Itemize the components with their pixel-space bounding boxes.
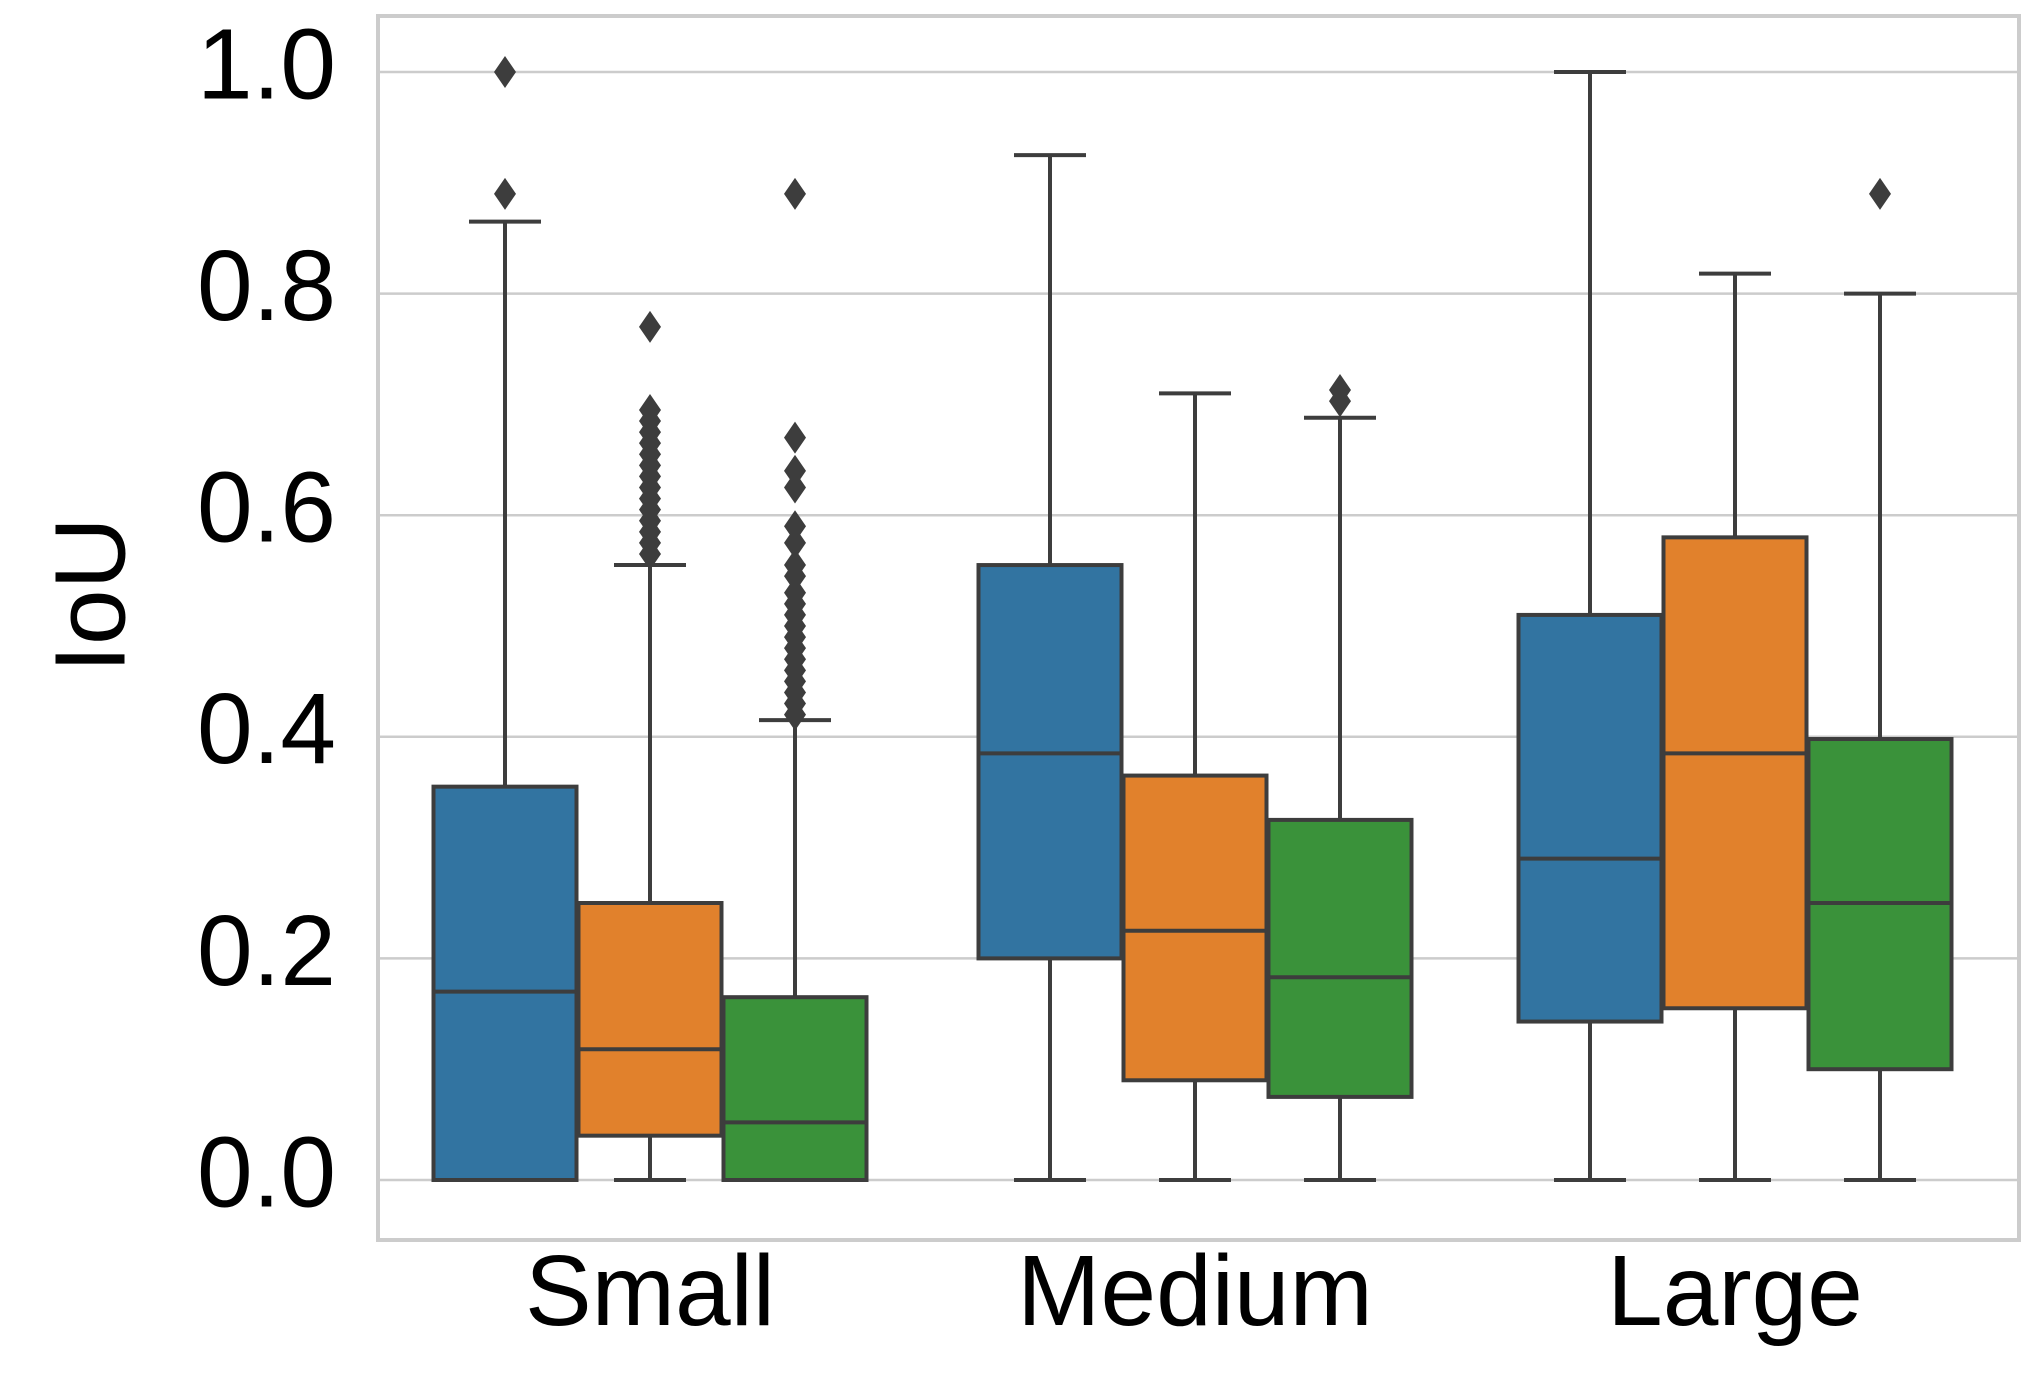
outlier-point bbox=[784, 510, 806, 543]
box-iqr bbox=[1516, 612, 1664, 1024]
y-tick-label: 0.8 bbox=[197, 230, 336, 342]
outlier-point bbox=[1869, 177, 1891, 210]
outlier-point bbox=[639, 393, 661, 426]
box-iqr bbox=[576, 901, 724, 1138]
y-tick-label: 0.4 bbox=[197, 673, 336, 785]
outlier-point bbox=[784, 421, 806, 454]
box-large-3 bbox=[1806, 177, 1954, 1182]
outlier-point bbox=[1329, 373, 1351, 406]
y-tick-labels: 0.0 0.2 0.4 0.6 0.8 1.0 bbox=[197, 8, 336, 1228]
box-iqr bbox=[1661, 535, 1809, 1011]
plot-frame bbox=[376, 14, 2021, 1242]
box-large-2 bbox=[1661, 271, 1809, 1182]
box-medium-3 bbox=[1266, 373, 1414, 1182]
outlier-point bbox=[494, 56, 516, 88]
outlier-point bbox=[784, 454, 806, 487]
box-medium-1 bbox=[976, 153, 1124, 1182]
outlier-point bbox=[784, 549, 806, 582]
box-large-1 bbox=[1516, 70, 1664, 1182]
box-iqr bbox=[721, 995, 869, 1182]
y-tick-label: 0.2 bbox=[197, 895, 336, 1007]
x-tick-label: Small bbox=[525, 1235, 775, 1347]
box-small-2 bbox=[576, 310, 724, 1182]
y-tick-label: 0.6 bbox=[197, 452, 336, 564]
outlier-point bbox=[784, 177, 806, 210]
box-iqr bbox=[1121, 773, 1269, 1083]
outlier-point bbox=[639, 310, 661, 343]
box-medium-2 bbox=[1121, 391, 1269, 1182]
box-iqr bbox=[431, 784, 579, 1182]
outlier-point bbox=[784, 576, 806, 609]
y-tick-label: 1.0 bbox=[197, 8, 336, 120]
box-iqr bbox=[976, 563, 1124, 961]
x-tick-labels: Small Medium Large bbox=[525, 1235, 1863, 1347]
outlier-point bbox=[494, 177, 516, 210]
boxes-layer bbox=[431, 56, 1954, 1182]
y-tick-label: 0.0 bbox=[197, 1116, 336, 1228]
outlier-point bbox=[784, 526, 806, 559]
y-axis-label: IoU bbox=[34, 517, 146, 673]
x-tick-label: Large bbox=[1607, 1235, 1863, 1347]
outlier-point bbox=[784, 471, 806, 504]
box-iqr bbox=[1266, 817, 1414, 1099]
box-small-3 bbox=[721, 177, 869, 1182]
box-small-1 bbox=[431, 56, 579, 1182]
x-tick-label: Medium bbox=[1017, 1235, 1373, 1347]
